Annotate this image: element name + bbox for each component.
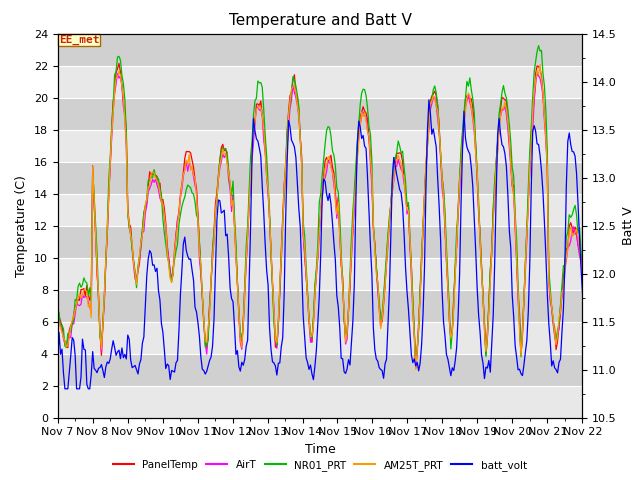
- Bar: [58, 385, 582, 418]
- Bar: [58, 258, 582, 289]
- Bar: [58, 322, 582, 354]
- Bar: [58, 226, 582, 258]
- Y-axis label: Batt V: Batt V: [623, 206, 636, 245]
- Legend: PanelTemp, AirT, NR01_PRT, AM25T_PRT, batt_volt: PanelTemp, AirT, NR01_PRT, AM25T_PRT, ba…: [109, 456, 531, 475]
- Title: Temperature and Batt V: Temperature and Batt V: [228, 13, 412, 28]
- Bar: [58, 34, 582, 66]
- Bar: [58, 97, 582, 130]
- Bar: [58, 66, 582, 97]
- Bar: [58, 193, 582, 226]
- Bar: [58, 162, 582, 193]
- Bar: [58, 130, 582, 162]
- Legend: : [58, 34, 100, 46]
- Y-axis label: Temperature (C): Temperature (C): [15, 175, 28, 276]
- X-axis label: Time: Time: [305, 443, 335, 456]
- Bar: [58, 289, 582, 322]
- Bar: [58, 354, 582, 385]
